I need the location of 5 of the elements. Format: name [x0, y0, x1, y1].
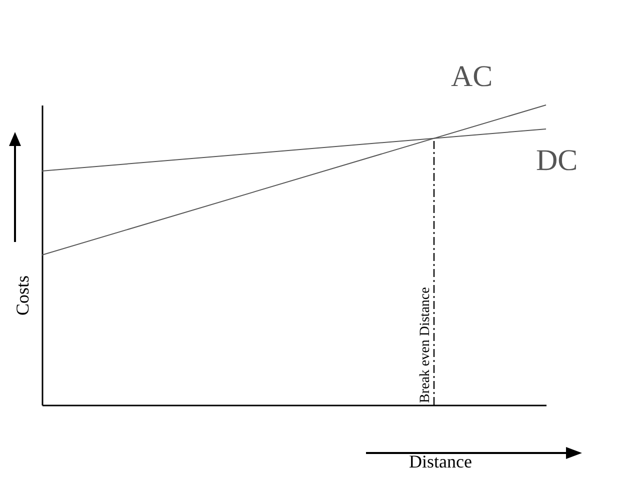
series-label: AC: [451, 60, 493, 93]
y-axis-title: Costs: [12, 275, 32, 316]
x-axis-title: Distance: [409, 452, 472, 472]
annotation: Break even Distance: [418, 287, 433, 403]
series-label: DC: [536, 144, 578, 177]
